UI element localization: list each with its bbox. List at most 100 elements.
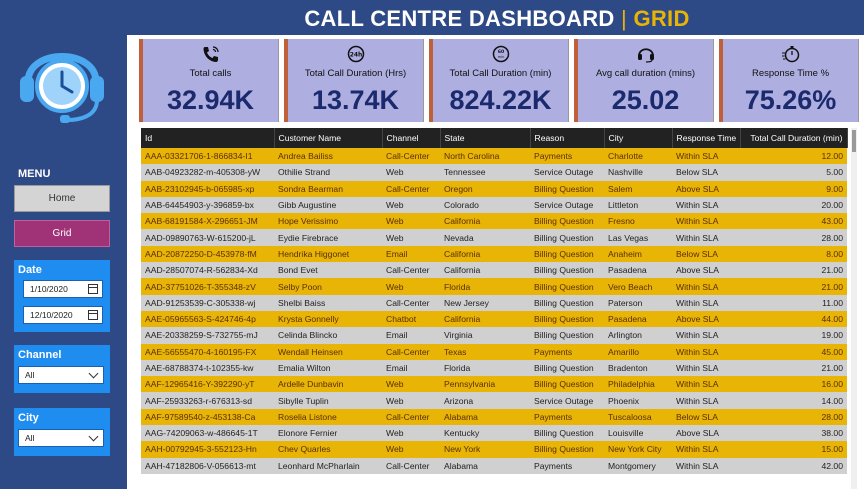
table-row[interactable]: AAD-37751026-T-355348-zV Selby Poon Web Flo…: [141, 278, 847, 295]
60min-clock-icon: 60 min: [492, 45, 509, 63]
kpi-value: 824.22K: [449, 85, 552, 115]
table-cell: Pasadena: [604, 262, 672, 279]
date-filter-label: Date: [18, 264, 42, 276]
table-body: AAA-03321706-1-866834-I1 Andrea Bailiss Ca…: [141, 148, 847, 474]
table-cell: California: [440, 213, 530, 230]
table-row[interactable]: AAD-91253539-C-305338-wj Shelbi Baiss Call…: [141, 294, 847, 311]
table-cell: 21.00: [740, 262, 847, 279]
table-cell: Within SLA: [672, 278, 740, 295]
table-cell: New York: [440, 441, 530, 458]
table-cell: Above SLA: [672, 425, 740, 442]
table-row[interactable]: AAD-09890763-W-615200-jL Eydie Firebrace W…: [141, 229, 847, 246]
table-cell: 44.00: [740, 310, 847, 328]
end-date-input[interactable]: 12/10/2020: [23, 306, 103, 324]
table-cell: AAE-68788374-t-102355-kw: [141, 359, 274, 377]
table-row[interactable]: AAF-12965416-Y-392290-yT Ardelle Dunbavin…: [141, 376, 847, 393]
column-header-state[interactable]: State: [440, 128, 531, 148]
table-row[interactable]: AAB-68191584-X-296651-JM Hope Verissimo We…: [141, 213, 847, 230]
table-cell: Call-Center: [382, 262, 440, 279]
table-row[interactable]: AAB-23102945-b-065985-xp Sondra Bearman Ca…: [141, 180, 847, 197]
vertical-scrollbar[interactable]: [851, 128, 857, 489]
table-cell: Within SLA: [672, 196, 740, 214]
column-header-reason[interactable]: Reason: [530, 128, 605, 148]
table-row[interactable]: AAD-28507074-R-562834-Xd Bond Evet Call-Ce…: [141, 262, 847, 279]
table-cell: California: [440, 245, 530, 263]
chevron-down-icon[interactable]: [88, 368, 99, 379]
column-header-id[interactable]: Id: [141, 128, 275, 148]
column-header-response-time[interactable]: Response Time: [672, 128, 741, 148]
table-cell: Below SLA: [672, 245, 740, 263]
table-cell: Sondra Bearman: [274, 180, 382, 197]
table-row[interactable]: AAB-04923282-m-405308-yW Othilie Strand We…: [141, 164, 847, 181]
table-cell: Service Outage: [530, 196, 604, 214]
kpi-response-time: Response Time % 75.26%: [719, 39, 859, 122]
table-cell: 28.00: [740, 229, 847, 246]
chevron-down-icon[interactable]: [88, 431, 99, 442]
table-row[interactable]: AAG-74209063-w-486645-1T Elonore Fernier W…: [141, 425, 847, 442]
calendar-icon[interactable]: [88, 310, 98, 320]
table-cell: Phoenix: [604, 392, 672, 409]
table-cell: Oregon: [440, 180, 530, 197]
menu-label: MENU: [18, 168, 51, 180]
kpi-label: Total calls: [189, 68, 232, 79]
table-cell: Call-Center: [382, 343, 440, 360]
table-row[interactable]: AAB-64454903-y-396859-bx Gibb Augustine We…: [141, 196, 847, 214]
table-cell: 15.00: [740, 441, 847, 458]
table-cell: Below SLA: [672, 408, 740, 426]
table-cell: Within SLA: [672, 294, 740, 311]
table-cell: Littleton: [604, 196, 672, 214]
start-date-input[interactable]: 1/10/2020: [23, 280, 103, 298]
city-select[interactable]: All: [18, 429, 104, 447]
table-cell: Celinda Blincko: [274, 327, 382, 344]
table-cell: Within SLA: [672, 441, 740, 458]
table-cell: AAE-20338259-S-732755-mJ: [141, 327, 274, 344]
kpi-label: Total Call Duration (Hrs): [304, 68, 407, 79]
table-cell: 21.00: [740, 278, 847, 295]
table-row[interactable]: AAE-05965563-S-424746-4p Krysta Gonnelly C…: [141, 310, 847, 328]
table-cell: Web: [382, 164, 440, 181]
table-cell: New Jersey: [440, 294, 530, 311]
table-cell: Billing Question: [530, 229, 604, 246]
table-cell: Billing Question: [530, 180, 604, 197]
table-cell: Eydie Firebrace: [274, 229, 382, 246]
table-row[interactable]: AAA-03321706-1-866834-I1 Andrea Bailiss Ca…: [141, 148, 847, 165]
phone-icon: [203, 46, 219, 62]
table-cell: AAB-64454903-y-396859-bx: [141, 196, 274, 214]
table-cell: Web: [382, 213, 440, 230]
grid-button[interactable]: Grid: [14, 220, 110, 247]
column-header-duration[interactable]: Total Call Duration (min): [740, 128, 848, 148]
table-cell: Billing Question: [530, 294, 604, 311]
table-row[interactable]: AAE-20338259-S-732755-mJ Celinda Blincko E…: [141, 327, 847, 344]
table-cell: 43.00: [740, 213, 847, 230]
table-row[interactable]: AAH-47182806-V-056613-mt Leonhard McPharl…: [141, 457, 847, 474]
table-cell: Pasadena: [604, 310, 672, 328]
table-cell: California: [440, 262, 530, 279]
table-cell: AAH-47182806-V-056613-mt: [141, 457, 274, 474]
table-row[interactable]: AAH-00792945-3-552123-Hn Chev Quarles Web N…: [141, 441, 847, 458]
table-cell: Call-Center: [382, 180, 440, 197]
kpi-avg-duration: Avg call duration (mins) 25.02: [574, 39, 714, 122]
column-header-city[interactable]: City: [604, 128, 673, 148]
table-row[interactable]: AAE-56555470-4-160195-FX Wendall Heinsen C…: [141, 343, 847, 360]
scrollbar-thumb[interactable]: [852, 130, 856, 152]
table-header-row: Id Customer Name Channel State Reason Ci…: [141, 128, 848, 148]
table-cell: Above SLA: [672, 310, 740, 328]
column-header-customer-name[interactable]: Customer Name: [274, 128, 383, 148]
table-cell: Las Vegas: [604, 229, 672, 246]
channel-select[interactable]: All: [18, 366, 104, 384]
channel-select-value: All: [25, 370, 35, 380]
column-header-channel[interactable]: Channel: [382, 128, 441, 148]
table-cell: Roselia Listone: [274, 408, 382, 426]
calendar-icon[interactable]: [88, 284, 98, 294]
table-row[interactable]: AAF-25933263-r-676313-sd Sibylle Tuplin We…: [141, 392, 847, 409]
table-row[interactable]: AAD-20872250-D-453978-fM Hendrika Higgone…: [141, 245, 847, 263]
table-cell: Othilie Strand: [274, 164, 382, 181]
table-row[interactable]: AAE-68788374-t-102355-kw Emalia Wilton Ema…: [141, 359, 847, 377]
table-cell: 19.00: [740, 327, 847, 344]
kpi-total-calls: Total calls 32.94K: [139, 39, 279, 122]
table-cell: Tuscaloosa: [604, 408, 672, 426]
table-row[interactable]: AAF-97589540-z-453138-Ca Roselia Listone C…: [141, 408, 847, 426]
home-button[interactable]: Home: [14, 185, 110, 212]
page-title: CALL CENTRE DASHBOARD | GRID: [130, 6, 864, 32]
city-filter-label: City: [18, 412, 39, 424]
